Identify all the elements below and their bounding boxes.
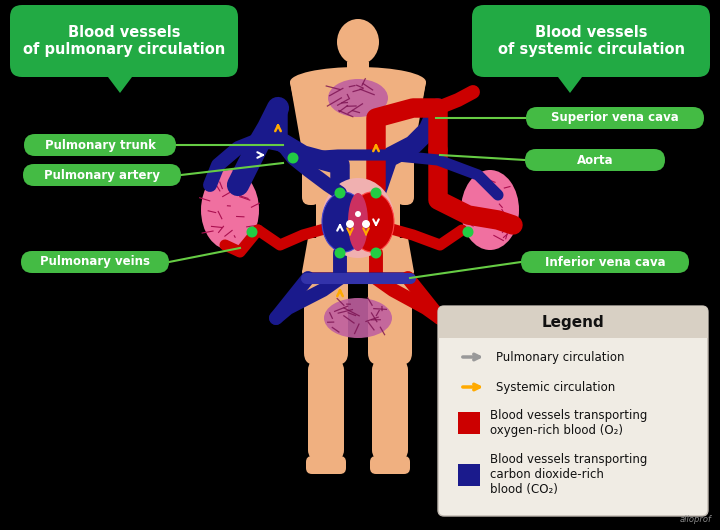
Ellipse shape: [322, 192, 366, 252]
FancyBboxPatch shape: [304, 265, 348, 365]
FancyBboxPatch shape: [23, 164, 181, 186]
Text: Pulmonary veins: Pulmonary veins: [40, 255, 150, 269]
Ellipse shape: [322, 178, 394, 258]
Text: Blood vessels transporting
oxygen-rich blood (O₂): Blood vessels transporting oxygen-rich b…: [490, 409, 647, 437]
FancyBboxPatch shape: [396, 155, 414, 205]
FancyBboxPatch shape: [370, 456, 410, 474]
Text: Blood vessels transporting
carbon dioxide-rich
blood (CO₂): Blood vessels transporting carbon dioxid…: [490, 454, 647, 497]
Circle shape: [287, 153, 299, 163]
Ellipse shape: [328, 79, 388, 117]
Polygon shape: [290, 82, 426, 185]
Text: Inferior vena cava: Inferior vena cava: [545, 255, 665, 269]
Circle shape: [355, 211, 361, 217]
Bar: [458, 412, 480, 434]
Ellipse shape: [461, 170, 519, 250]
Circle shape: [246, 226, 258, 237]
Text: Blood vessels
of systemic circulation: Blood vessels of systemic circulation: [498, 25, 685, 57]
FancyBboxPatch shape: [526, 107, 704, 129]
Ellipse shape: [348, 193, 368, 251]
FancyBboxPatch shape: [438, 306, 708, 516]
Ellipse shape: [337, 19, 379, 65]
FancyBboxPatch shape: [316, 182, 400, 242]
Bar: [347, 62, 369, 82]
FancyBboxPatch shape: [308, 360, 344, 460]
Text: Blood vessels
of pulmonary circulation: Blood vessels of pulmonary circulation: [23, 25, 225, 57]
Polygon shape: [558, 77, 582, 93]
FancyBboxPatch shape: [306, 456, 346, 474]
Ellipse shape: [350, 192, 394, 252]
Ellipse shape: [201, 170, 259, 250]
Text: Superior vena cava: Superior vena cava: [551, 111, 679, 125]
Polygon shape: [302, 238, 414, 272]
FancyBboxPatch shape: [24, 134, 176, 156]
Circle shape: [362, 220, 370, 228]
Circle shape: [371, 248, 382, 259]
FancyBboxPatch shape: [525, 149, 665, 171]
Text: Pulmonary trunk: Pulmonary trunk: [45, 138, 156, 152]
FancyBboxPatch shape: [21, 251, 169, 273]
Ellipse shape: [302, 261, 414, 283]
Polygon shape: [400, 82, 426, 160]
Polygon shape: [108, 77, 132, 93]
Circle shape: [335, 248, 346, 259]
Polygon shape: [290, 82, 316, 160]
FancyBboxPatch shape: [10, 5, 238, 77]
FancyBboxPatch shape: [372, 360, 408, 460]
Bar: [438, 322, 708, 338]
Text: Pulmonary artery: Pulmonary artery: [44, 169, 160, 181]
Bar: [458, 464, 480, 486]
Text: Systemic circulation: Systemic circulation: [496, 381, 616, 393]
Ellipse shape: [324, 298, 392, 338]
Ellipse shape: [290, 67, 426, 97]
Circle shape: [335, 188, 346, 199]
FancyBboxPatch shape: [438, 306, 708, 338]
Circle shape: [346, 220, 354, 228]
Circle shape: [371, 188, 382, 199]
FancyBboxPatch shape: [302, 155, 320, 205]
Circle shape: [462, 226, 474, 237]
FancyBboxPatch shape: [521, 251, 689, 273]
Text: alloprof: alloprof: [680, 515, 712, 524]
Text: Pulmonary circulation: Pulmonary circulation: [496, 350, 624, 364]
Text: Legend: Legend: [541, 314, 604, 330]
FancyBboxPatch shape: [368, 265, 412, 365]
FancyBboxPatch shape: [472, 5, 710, 77]
Text: Aorta: Aorta: [577, 154, 613, 166]
